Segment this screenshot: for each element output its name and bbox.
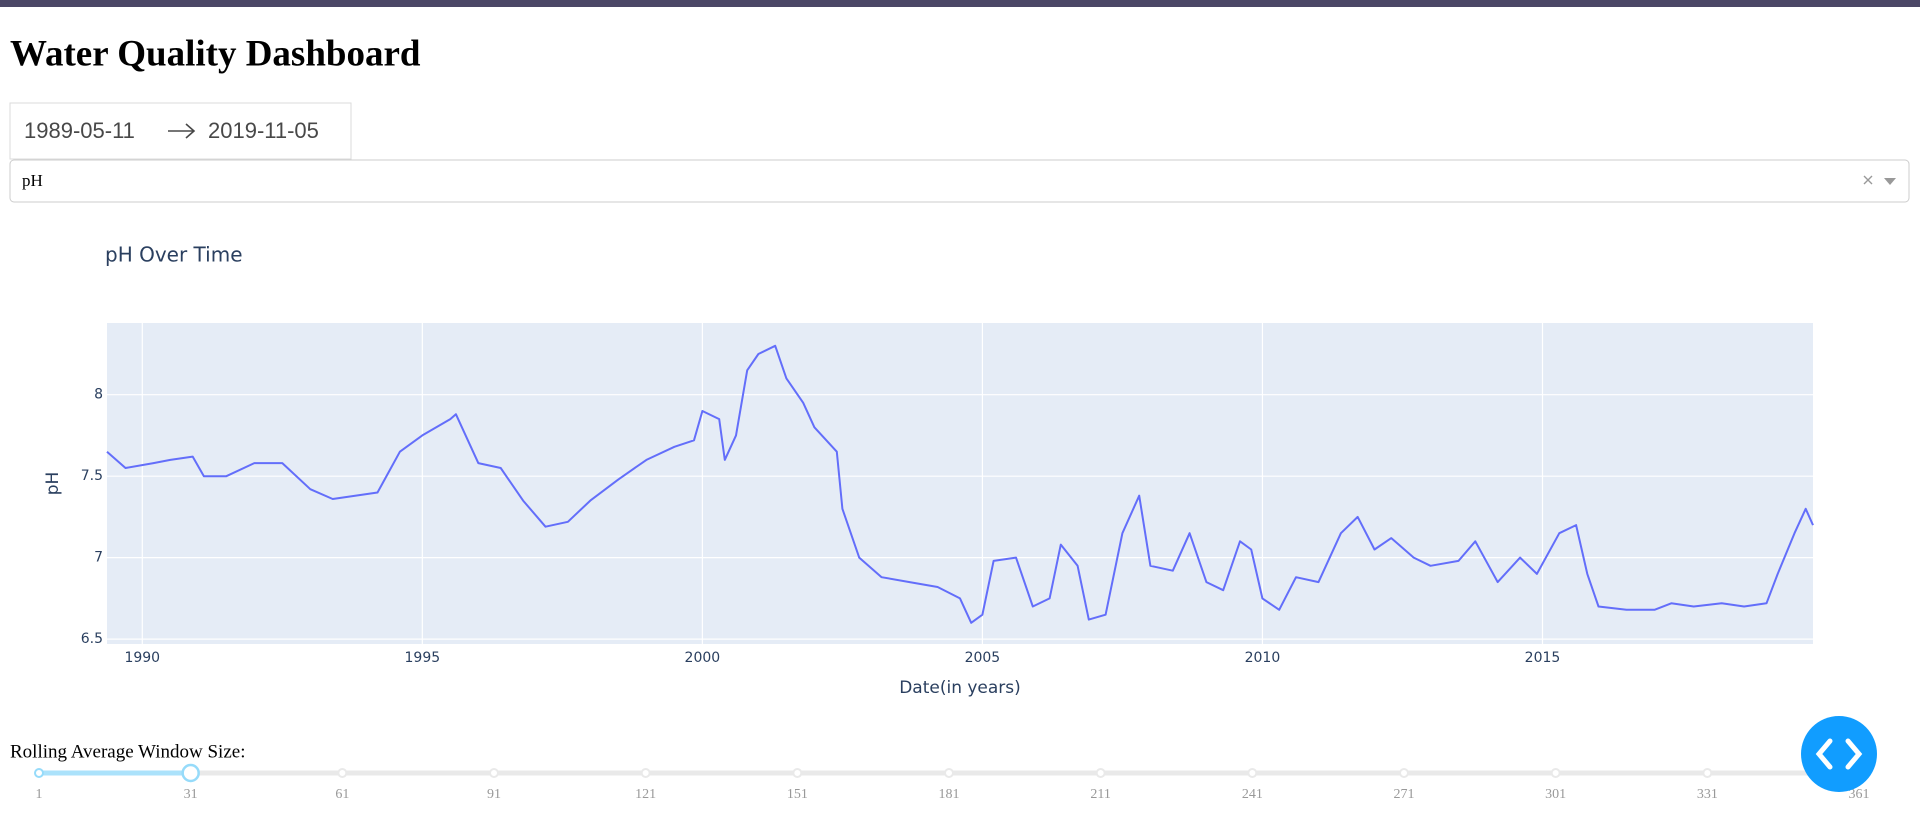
caret-icon[interactable] — [1884, 178, 1896, 185]
end-date[interactable]: 2019-11-05 — [208, 118, 319, 143]
code-icon — [1815, 738, 1863, 770]
x-tick-label: 1995 — [405, 650, 441, 666]
clear-icon[interactable] — [1863, 175, 1873, 185]
plot-area — [107, 323, 1813, 644]
y-tick-label: 8 — [94, 387, 103, 403]
slider-mark-label: 91 — [487, 787, 501, 802]
x-tick-label: 2015 — [1525, 650, 1561, 666]
y-tick-label: 7.5 — [81, 468, 103, 484]
slider[interactable]: Rolling Average Window Size: 1 31 61 91 121 15… — [10, 741, 1870, 802]
arrow-icon — [168, 123, 196, 139]
slider-dot — [489, 768, 499, 778]
slider-mark-label: 361 — [1849, 787, 1870, 802]
data-line — [106, 344, 1814, 624]
button-circle[interactable] — [1801, 716, 1877, 792]
slider-dot — [1095, 768, 1106, 778]
slider-dot — [34, 768, 44, 778]
slider-dot — [1550, 768, 1561, 778]
dropdown-box — [9, 159, 1910, 203]
y-axis-title: pH — [43, 472, 63, 496]
slider-mark-label: 61 — [335, 787, 349, 802]
top-bar — [0, 0, 1920, 7]
code-button[interactable] — [1801, 716, 1877, 792]
slider-handle[interactable] — [181, 763, 200, 783]
page-title: Water Quality Dashboard — [10, 33, 421, 74]
slider-dot — [640, 768, 651, 778]
slider-mark-label: 181 — [939, 787, 960, 802]
x-tick-label: 2000 — [685, 650, 721, 666]
dropdown-value[interactable]: pH — [22, 171, 43, 190]
slider-mark-label: 271 — [1394, 787, 1415, 802]
x-axis-title: Date(in years) — [899, 678, 1021, 698]
slider-mark-label: 1 — [36, 787, 43, 802]
dropdown[interactable]: pH — [9, 159, 1910, 203]
start-date[interactable]: 1989-05-11 — [24, 118, 135, 143]
y-tick-label: 7 — [94, 550, 103, 566]
slider-dot — [1399, 768, 1409, 778]
slider-mark-label: 31 — [184, 787, 198, 802]
slider-mark-label: 121 — [635, 787, 656, 802]
chart: pH Over Time 6.5 7 7.5 8 1990 1995 2000 2005 2010… — [43, 243, 1814, 698]
x-tick-label: 1990 — [124, 650, 160, 666]
slider-mark-label: 241 — [1242, 787, 1263, 802]
slider-label: Rolling Average Window Size: — [10, 741, 245, 762]
slider-dot — [337, 768, 348, 778]
slider-mark-label: 211 — [1090, 787, 1110, 802]
slider-dot — [944, 768, 954, 778]
x-tick-label: 2005 — [965, 650, 1001, 666]
slider-dot — [1702, 768, 1713, 778]
date-picker[interactable]: 1989-05-11 2019-11-05 — [9, 102, 352, 160]
slider-mark-label: 151 — [787, 787, 808, 802]
slider-mark-label: 331 — [1697, 787, 1718, 802]
y-tick-label: 6.5 — [81, 631, 103, 647]
chart-title: pH Over Time — [105, 243, 243, 267]
x-tick-label: 2010 — [1245, 650, 1281, 666]
slider-dot — [792, 768, 803, 778]
slider-mark-label: 301 — [1545, 787, 1566, 802]
slider-dot — [1247, 768, 1258, 778]
